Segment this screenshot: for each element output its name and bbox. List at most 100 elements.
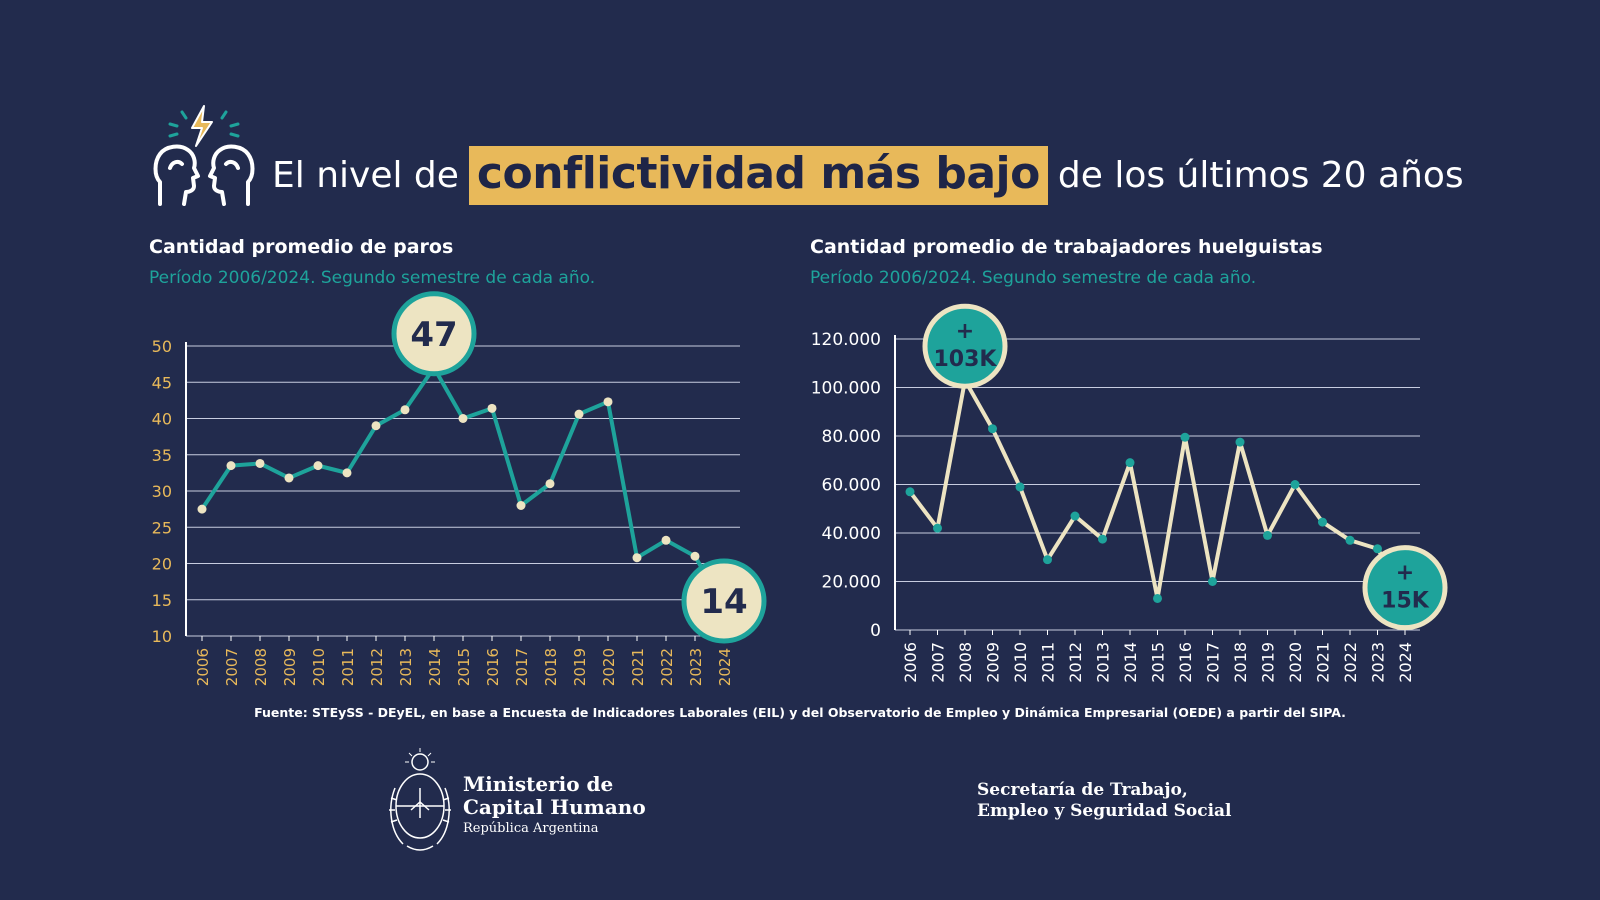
data-point [1373,544,1382,554]
callout-label: 15K [1381,589,1430,614]
secretaria-name: Secretaría de Trabajo, Empleo y Segurida… [977,780,1232,822]
x-tick-label: 2022 [1341,642,1360,683]
x-tick-label: 2020 [1286,642,1305,683]
x-tick-label: 2021 [1314,642,1333,683]
data-point [1180,432,1190,442]
x-tick-label: 2010 [310,648,328,686]
data-point [1290,480,1300,489]
y-tick-label: 60.000 [822,476,881,496]
data-point [988,424,997,434]
x-tick-label: 2013 [1094,642,1113,683]
people-conflict-icon [153,105,255,206]
x-tick-label: 2019 [571,648,589,686]
x-tick-label: 2017 [513,648,531,686]
x-tick-label: 2017 [1204,642,1223,683]
data-point [226,461,236,471]
x-tick-label: 2014 [426,648,444,686]
y-tick-label: 25 [152,518,172,537]
chart2-header: Cantidad promedio de trabajadores huelgu… [810,236,1323,288]
data-point [574,409,584,419]
data-point [284,473,294,483]
x-tick-label: 2016 [484,648,502,686]
y-tick-label: 45 [152,373,172,392]
callout-plus: + [1396,561,1414,586]
y-tick-label: 20 [152,555,172,574]
chart1-title: Cantidad promedio de paros [149,236,454,258]
series-line [908,378,1407,601]
y-tick-label: 20.000 [822,573,881,593]
x-tick-label: 2009 [984,642,1003,683]
x-tick-label: 2015 [455,648,473,686]
callout-bubble [681,558,767,644]
y-tick-label: 15 [152,591,172,610]
x-tick-label: 2008 [956,642,975,683]
chart1-header: Cantidad promedio de paros Período 2006/… [149,236,595,288]
data-point [1235,437,1245,447]
data-point [487,403,497,413]
data-point [342,468,352,478]
callout-label: 103K [934,347,998,372]
x-tick-label: 2018 [1231,642,1250,683]
x-tick-label: 2013 [397,648,415,686]
y-tick-label: 30 [152,482,172,501]
x-tick-label: 2011 [339,648,357,686]
ministry-line1: Ministerio de [463,772,614,796]
y-tick-label: 40.000 [822,524,881,544]
data-point [1318,517,1327,527]
x-tick-label: 2008 [252,648,270,686]
x-tick-label: 2015 [1149,642,1168,683]
data-point [690,551,700,561]
data-point [313,461,323,471]
data-point [458,414,468,423]
data-point [1043,555,1052,565]
coat-of-arms-icon [389,748,451,851]
y-tick-label: 0 [870,621,881,641]
x-tick-label: 2007 [223,648,241,686]
y-tick-label: 40 [152,410,172,429]
secretaria-line2: Empleo y Seguridad Social [977,801,1232,821]
data-point [1208,577,1217,586]
title-pre: El nivel de [272,155,459,196]
callout-label: 14 [700,582,747,622]
y-tick-label: 100.000 [811,379,881,399]
ministry-name: Ministerio de Capital Humano [463,773,646,819]
data-point [1153,593,1162,603]
data-point [197,504,207,514]
x-tick-label: 2006 [901,642,920,683]
x-tick-label: 2023 [687,648,705,686]
y-tick-label: 50 [152,337,172,356]
callout-bubble [391,291,477,377]
x-tick-label: 2018 [542,648,560,686]
x-tick-label: 2012 [1066,642,1085,683]
x-tick-label: 2024 [716,648,734,686]
data-point [545,479,555,489]
secretaria-line1: Secretaría de Trabajo, [977,780,1188,800]
data-point [1125,458,1135,468]
x-tick-label: 2007 [929,642,948,683]
data-point [1070,511,1080,521]
callout-bubble [1362,545,1448,631]
data-point [516,501,526,510]
data-point [1098,534,1107,544]
data-point [255,458,265,468]
chart2-title: Cantidad promedio de trabajadores huelgu… [810,236,1323,258]
y-tick-label: 10 [152,627,172,646]
x-tick-label: 2016 [1176,642,1195,683]
x-tick-label: 2019 [1259,642,1278,683]
data-point [632,553,642,563]
data-point [905,487,915,497]
series-line [200,365,726,608]
callout-bubble [922,303,1008,389]
chart1-subtitle: Período 2006/2024. Segundo semestre de c… [149,268,596,288]
callout-label: 47 [410,315,457,355]
ministry-country: República Argentina [463,821,599,836]
x-tick-label: 2014 [1121,642,1140,683]
x-tick-label: 2024 [1396,642,1415,683]
chart2-subtitle: Período 2006/2024. Segundo semestre de c… [810,268,1257,288]
title-post: de los últimos 20 años [1057,155,1464,196]
x-tick-label: 2012 [368,648,386,686]
chart-huelguistas: 120.000100.00080.00060.00040.00020.00002… [811,303,1448,683]
y-tick-label: 35 [152,446,172,465]
x-tick-label: 2021 [629,648,647,686]
